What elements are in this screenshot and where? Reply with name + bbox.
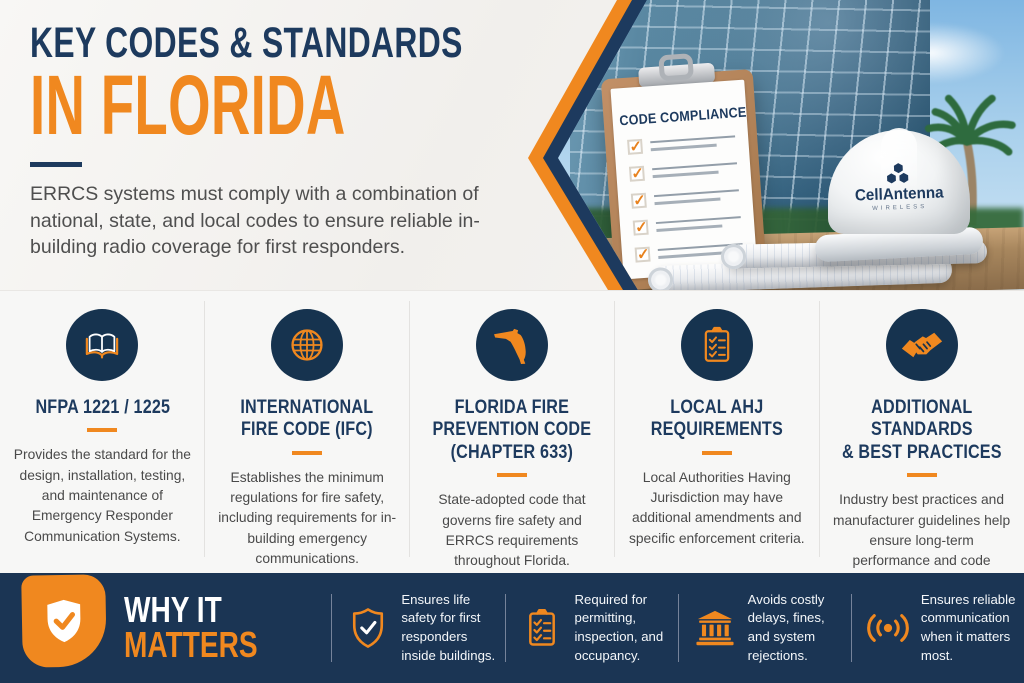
standard-title: ADDITIONAL STANDARDS & BEST PRACTICES xyxy=(841,397,1002,463)
standard-body: Provides the standard for the design, in… xyxy=(13,447,191,544)
standard-body: Industry best practices and manufacturer… xyxy=(832,492,1011,588)
why-item-life-safety: Ensures life safety for first responders… xyxy=(332,591,504,666)
globe-icon xyxy=(271,309,344,381)
accent-dash xyxy=(701,450,732,455)
standard-card-ifc: INTERNATIONAL FIRE CODE (IFC) Establishe… xyxy=(205,291,410,573)
accent-dash xyxy=(906,473,937,478)
signal-icon xyxy=(867,614,909,642)
checkbox-checked-icon: ✓ xyxy=(632,218,649,237)
why-badge xyxy=(21,574,107,668)
standard-body: Establishes the minimum regulations for … xyxy=(218,469,397,566)
bar-divider xyxy=(504,594,506,662)
checklist-row: ✓ xyxy=(628,159,738,183)
why-items: Ensures life safety for first responders… xyxy=(332,573,1024,683)
why-item-text: Required for permitting, inspection, and… xyxy=(574,591,664,663)
why-title-line2: MATTERS xyxy=(124,624,258,666)
hero-description: ERRCS systems must comply with a combina… xyxy=(30,182,480,259)
standard-body: State-adopted code that governs fire saf… xyxy=(438,492,586,569)
checkbox-checked-icon: ✓ xyxy=(634,245,651,264)
cellantenna-logo: ⬢ ⬢⬢ CellAntenna WIRELESS xyxy=(817,161,981,214)
standard-title: LOCAL AHJ REQUIREMENTS xyxy=(650,397,783,441)
bar-divider xyxy=(331,594,333,662)
accent-dash xyxy=(292,450,323,455)
bank-icon xyxy=(696,610,734,646)
hard-hat: ⬢ ⬢⬢ CellAntenna WIRELESS xyxy=(814,130,984,264)
title-underline xyxy=(30,161,82,167)
why-title-line1: WHY IT xyxy=(124,588,222,630)
standard-card-florida: FLORIDA FIRE PREVENTION CODE (CHAPTER 63… xyxy=(410,291,615,573)
checkbox-checked-icon: ✓ xyxy=(627,137,644,156)
column-divider xyxy=(409,301,410,557)
hero-section: KEY CODES & STANDARDS IN FLORIDA ERRCS s… xyxy=(0,0,1024,290)
accent-dash xyxy=(87,428,118,433)
why-item-text: Avoids costly delays, fines, and system … xyxy=(747,591,825,663)
standard-title: FLORIDA FIRE PREVENTION CODE (CHAPTER 63… xyxy=(432,397,592,463)
title-line2: IN FLORIDA xyxy=(30,57,346,152)
bar-divider xyxy=(677,594,679,662)
hero-text-block: KEY CODES & STANDARDS IN FLORIDA ERRCS s… xyxy=(30,19,500,261)
clipboard-check-icon xyxy=(680,309,753,381)
standard-title: INTERNATIONAL FIRE CODE (IFC) xyxy=(240,397,374,441)
shield-check-icon xyxy=(353,608,384,648)
accent-dash xyxy=(496,473,527,478)
standard-body: Local Authorities Having Jurisdiction ma… xyxy=(628,469,805,546)
open-book-icon xyxy=(66,309,139,381)
why-item-communication: Ensures reliable communication when it m… xyxy=(852,591,1024,666)
hero-photo: CODE COMPLIANCE ✓ ✓ ✓ ✓ ✓ ⬢ ⬢⬢ xyxy=(500,0,1024,290)
hard-hat-dome xyxy=(828,130,970,234)
why-item-text: Ensures reliable communication when it m… xyxy=(920,591,1016,663)
why-item-text: Ensures life safety for first responders… xyxy=(401,591,496,663)
handshake-icon xyxy=(885,309,958,381)
checklist-row: ✓ xyxy=(632,213,742,237)
why-item-permitting: Required for permitting, inspection, and… xyxy=(506,591,678,666)
florida-state-icon xyxy=(475,309,548,381)
bar-divider xyxy=(850,594,852,662)
checklist-row: ✓ xyxy=(627,132,736,156)
standard-card-nfpa: NFPA 1221 / 1225 Provides the standard f… xyxy=(0,291,205,573)
shield-check-icon xyxy=(47,599,81,643)
clipboard-check-icon xyxy=(528,608,555,646)
checkbox-checked-icon: ✓ xyxy=(628,164,645,183)
checkbox-checked-icon: ✓ xyxy=(630,191,647,210)
why-it-matters-bar: WHY IT MATTERS Ensures life safety for f… xyxy=(0,573,1024,683)
title-line1: KEY CODES & STANDARDS xyxy=(30,19,463,67)
checklist-row: ✓ xyxy=(630,186,740,210)
clipboard-title: CODE COMPLIANCE xyxy=(618,103,747,129)
standard-card-ahj: LOCAL AHJ REQUIREMENTS Local Authorities… xyxy=(614,291,819,573)
standard-card-best-practices: ADDITIONAL STANDARDS & BEST PRACTICES In… xyxy=(819,291,1024,588)
standards-section: NFPA 1221 / 1225 Provides the standard f… xyxy=(0,290,1024,588)
photo-scene: CODE COMPLIANCE ✓ ✓ ✓ ✓ ✓ ⬢ ⬢⬢ xyxy=(558,0,1024,290)
standard-title: NFPA 1221 / 1225 xyxy=(35,397,170,418)
why-title: WHY IT MATTERS xyxy=(124,588,295,666)
column-divider xyxy=(614,301,615,557)
why-item-delays: Avoids costly delays, fines, and system … xyxy=(679,591,851,666)
column-divider xyxy=(819,301,820,557)
column-divider xyxy=(204,301,205,557)
